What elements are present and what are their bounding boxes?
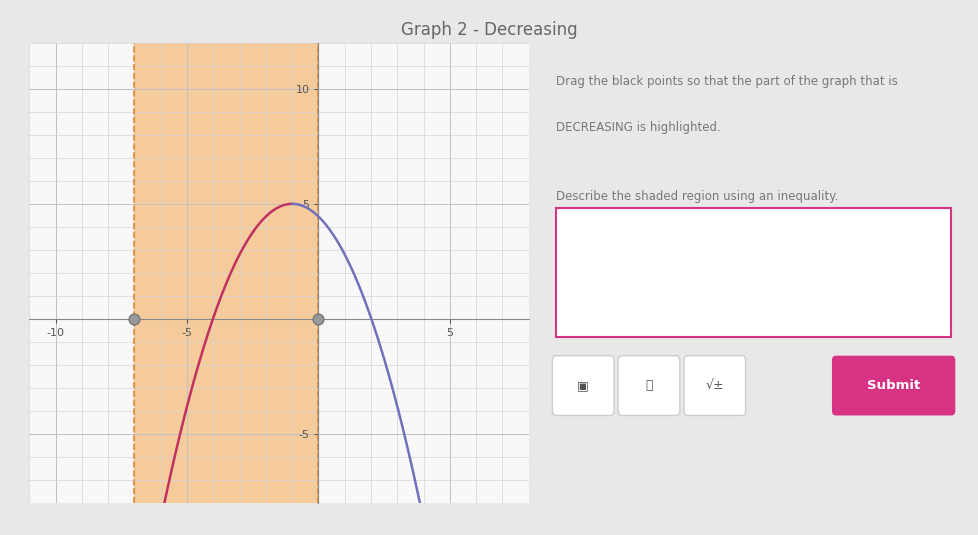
FancyBboxPatch shape [552, 356, 613, 416]
Text: ▣: ▣ [577, 379, 589, 392]
Text: ⤓: ⤓ [645, 379, 652, 392]
Point [310, 315, 326, 323]
Point [126, 315, 142, 323]
FancyBboxPatch shape [684, 356, 745, 416]
Text: Drag the black points so that the part of the graph that is: Drag the black points so that the part o… [556, 75, 898, 88]
Text: Submit: Submit [867, 379, 919, 392]
Text: Describe the shaded region using an inequality.: Describe the shaded region using an ineq… [556, 190, 838, 203]
FancyBboxPatch shape [617, 356, 679, 416]
Bar [134, 43, 318, 503]
Text: DECREASING is highlighted.: DECREASING is highlighted. [556, 121, 721, 134]
FancyBboxPatch shape [831, 356, 955, 416]
Text: √±: √± [705, 379, 724, 392]
FancyBboxPatch shape [556, 209, 951, 337]
Text: Graph 2 - Decreasing: Graph 2 - Decreasing [401, 21, 577, 40]
